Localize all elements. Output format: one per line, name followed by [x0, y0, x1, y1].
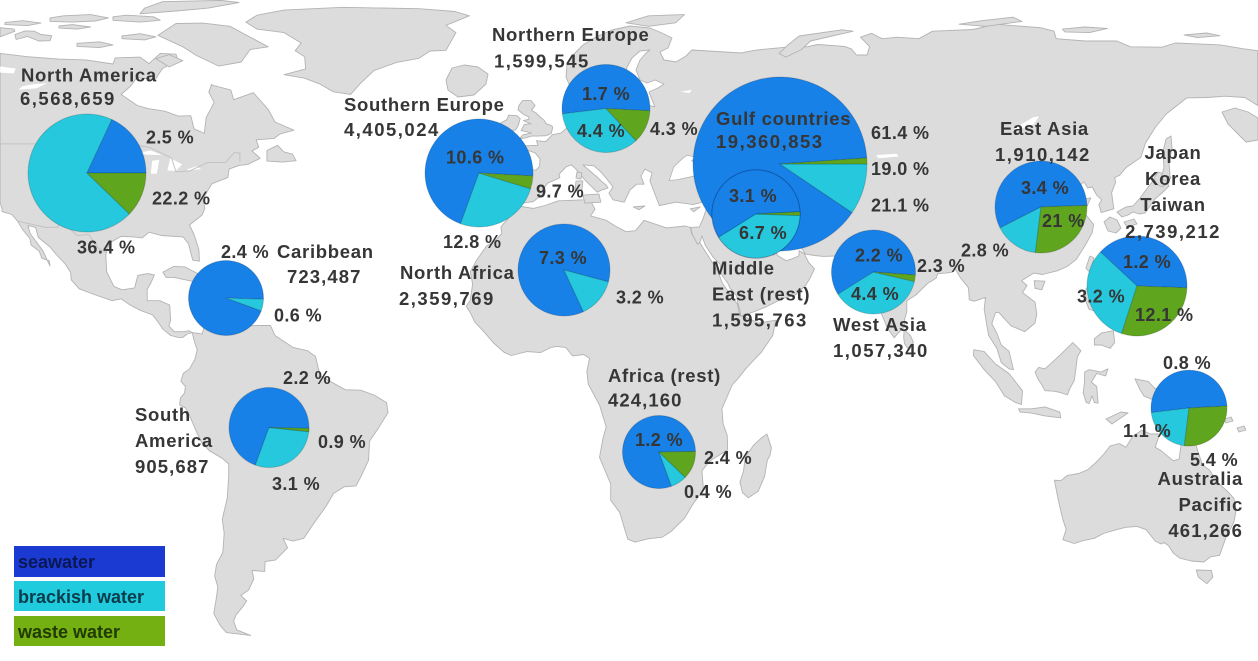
svg-text:Northern Europe: Northern Europe: [492, 24, 649, 45]
svg-text:12.1 %: 12.1 %: [1135, 305, 1193, 325]
svg-text:North America: North America: [21, 65, 157, 86]
svg-text:1,910,142: 1,910,142: [995, 144, 1091, 165]
svg-text:Caribbean: Caribbean: [277, 241, 374, 262]
svg-text:1,595,763: 1,595,763: [712, 310, 808, 331]
svg-text:0.9 %: 0.9 %: [318, 432, 366, 452]
svg-text:Australia: Australia: [1158, 468, 1243, 489]
svg-text:1.2 %: 1.2 %: [1123, 252, 1171, 272]
svg-text:East Asia: East Asia: [1000, 118, 1089, 139]
svg-text:Korea: Korea: [1145, 168, 1201, 189]
svg-text:Gulf countries: Gulf countries: [716, 108, 851, 129]
svg-text:7.3 %: 7.3 %: [539, 248, 587, 268]
svg-text:North Africa: North Africa: [400, 262, 515, 283]
svg-text:1.7 %: 1.7 %: [582, 84, 630, 104]
svg-text:2.4 %: 2.4 %: [704, 448, 752, 468]
svg-text:6.7 %: 6.7 %: [739, 223, 787, 243]
svg-text:22.2 %: 22.2 %: [152, 189, 210, 209]
svg-text:0.4 %: 0.4 %: [684, 482, 732, 502]
svg-text:4.3 %: 4.3 %: [650, 119, 698, 139]
svg-text:19,360,853: 19,360,853: [716, 131, 824, 152]
svg-text:12.8 %: 12.8 %: [443, 232, 501, 252]
svg-text:4.4 %: 4.4 %: [851, 284, 899, 304]
svg-text:9.7 %: 9.7 %: [536, 182, 584, 202]
svg-text:America: America: [135, 430, 213, 451]
svg-text:21 %: 21 %: [1042, 211, 1085, 231]
svg-text:Southern Europe: Southern Europe: [344, 94, 505, 115]
svg-text:3.1 %: 3.1 %: [272, 474, 320, 494]
svg-text:21.1 %: 21.1 %: [871, 196, 929, 216]
svg-text:seawater: seawater: [18, 552, 95, 572]
svg-text:61.4 %: 61.4 %: [871, 123, 929, 143]
svg-text:6,568,659: 6,568,659: [20, 88, 116, 109]
svg-text:2,739,212: 2,739,212: [1125, 221, 1221, 242]
svg-text:Africa (rest): Africa (rest): [608, 365, 721, 386]
svg-text:Taiwan: Taiwan: [1140, 194, 1206, 215]
svg-text:brackish water: brackish water: [18, 587, 144, 607]
svg-text:3.4 %: 3.4 %: [1021, 178, 1069, 198]
svg-text:905,687: 905,687: [135, 456, 210, 477]
svg-text:424,160: 424,160: [608, 390, 683, 411]
svg-text:3.2 %: 3.2 %: [616, 288, 664, 308]
svg-text:36.4 %: 36.4 %: [77, 238, 135, 258]
svg-text:0.8 %: 0.8 %: [1163, 353, 1211, 373]
svg-text:19.0 %: 19.0 %: [871, 159, 929, 179]
svg-text:2.8 %: 2.8 %: [961, 241, 1009, 261]
svg-text:1.2 %: 1.2 %: [635, 430, 683, 450]
svg-text:10.6 %: 10.6 %: [446, 148, 504, 168]
svg-text:3.2 %: 3.2 %: [1077, 287, 1125, 307]
svg-text:1,057,340: 1,057,340: [833, 340, 929, 361]
svg-text:3.1 %: 3.1 %: [729, 186, 777, 206]
svg-text:5.4 %: 5.4 %: [1190, 450, 1238, 470]
svg-text:2.5 %: 2.5 %: [146, 128, 194, 148]
svg-text:1.1 %: 1.1 %: [1123, 421, 1171, 441]
svg-text:Japan: Japan: [1145, 142, 1202, 163]
svg-text:2,359,769: 2,359,769: [399, 288, 495, 309]
svg-text:2.3 %: 2.3 %: [917, 256, 965, 276]
svg-text:East (rest): East (rest): [712, 284, 810, 305]
svg-text:723,487: 723,487: [287, 266, 362, 287]
svg-text:0.6 %: 0.6 %: [274, 306, 322, 326]
svg-text:461,266: 461,266: [1168, 520, 1243, 541]
svg-text:4.4 %: 4.4 %: [577, 121, 625, 141]
svg-text:4,405,024: 4,405,024: [344, 119, 440, 140]
svg-text:1,599,545: 1,599,545: [494, 51, 590, 72]
svg-text:2.4 %: 2.4 %: [221, 242, 269, 262]
svg-text:waste water: waste water: [17, 622, 120, 642]
svg-text:Pacific: Pacific: [1178, 494, 1243, 515]
svg-text:South: South: [135, 404, 191, 425]
svg-text:Middle: Middle: [712, 258, 775, 279]
svg-text:2.2 %: 2.2 %: [283, 368, 331, 388]
svg-text:2.2 %: 2.2 %: [855, 246, 903, 266]
svg-text:West Asia: West Asia: [833, 314, 927, 335]
